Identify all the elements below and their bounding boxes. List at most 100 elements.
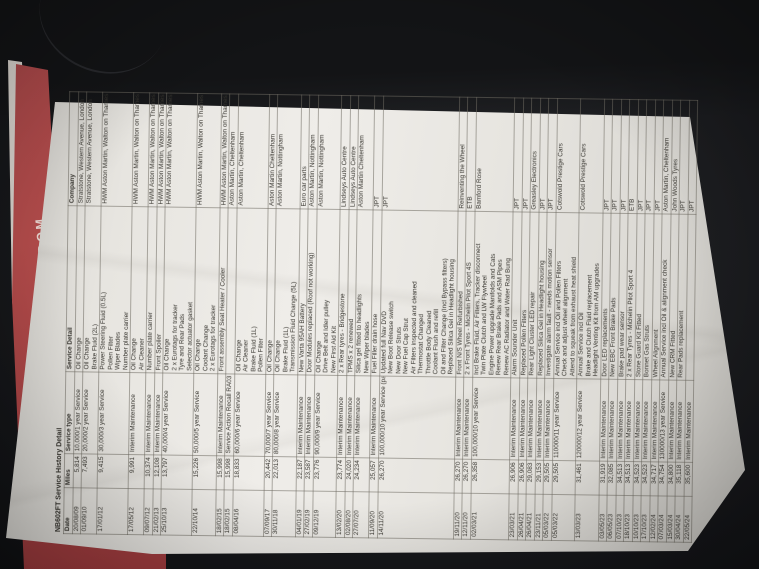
cell-date: 13/02/20 [335,491,345,538]
cell-company: HWM Aston Martin, Walton on Thames [196,93,222,208]
cell-date: 20/08/09 [72,487,82,534]
cell-date: 15/03/24 [665,496,676,543]
cell-date: 21/02/13 [151,488,162,535]
table-row: 14/11/20 26,270 100,000/10 year Service (p… [376,96,460,540]
cell-date: 27/07/20 [352,491,370,538]
cell-date: 22/05/24 [682,496,693,543]
cell-company: JPT [381,96,460,212]
cell-service-detail [685,214,697,381]
cell-service-type: 100,000/10 year Service [471,377,511,460]
cell-miles: 9,415 [97,454,129,489]
cell-miles: 26,270 [377,458,455,494]
cell-date: 22/10/14 [191,489,216,536]
cell-date: 23/11/21 [533,494,544,541]
cell-date: 07/10/23 [614,495,625,542]
cell-company: Aston Martin, Nottingham [276,94,302,209]
cell-miles: 13,797 [161,454,193,490]
cell-company: Aston Martin, Nottingham [316,95,342,210]
cell-service-type: 60,000/6 year Service [233,374,266,457]
cell-date: 13/03/23 [574,494,599,542]
cell-company: HWM Aston Martin, Walton on Thames [132,92,150,207]
cell-service-detail: Power Steering Fluid (0.5L) Pollen Filter… [98,206,133,373]
cell-company: Bamford Rose [474,97,515,212]
cell-date: 12/11/20 [461,493,471,540]
cell-service-detail: Annual Service incl Oil and Pollen Filte… [553,212,580,379]
cell-date: 30/04/24 [674,496,684,543]
cell-date: 12/02/24 [648,495,659,542]
cell-miles: 23,776 [312,457,337,492]
cell-date: 03/05/23 [597,495,608,542]
cell-service-detail: Updated full Nav DVD New Boot Release swi… [379,210,458,378]
cell-miles: 15,226 [192,455,217,490]
cell-service-type: 20,000/2 year Service [81,371,99,455]
cell-date: 23/03/21 [508,493,518,540]
cell-date: 09/12/19 [311,491,337,538]
cell-date: 17/05/12 [127,488,145,535]
cell-date: 07/03/24 [657,495,667,543]
column-header-date: Date [63,487,73,534]
cell-service-detail: Oil Change 2 x Eurotags for tracker Tyre a… [162,207,197,374]
cell-service-type: 120000/12 year Service [575,378,601,462]
cell-service-type: 50,000/5 year Service [192,373,218,456]
cell-date: 09/07/12 [143,488,153,535]
cell-company: Cotswold Prestige Cars [555,98,581,213]
cell-service-detail: Oil Change Brake Fluid (1L) Transmission F… [273,208,300,375]
cell-service-type: 110000/11 year Service [552,378,577,461]
cell-service-detail: Oil Change Air Cleaner Brake Fluid (1L) Pol… [234,208,268,375]
cell-date: 02/03/21 [469,493,510,540]
table-body: 20/08/09 5,814 10,000/1 year Service Oil Ch… [72,91,698,543]
cell-service-detail: Oil Change Drive Belt and Idler pulley New… [314,209,341,376]
cell-company: HWM Aston Martin, Walton on Thames [165,93,198,208]
cell-date: 17/01/12 [96,488,129,535]
cell-service-type: 100,000/10 year Service (part) [378,376,456,460]
desk-background [0,0,759,115]
cell-miles: 29,505 [551,460,576,495]
cell-miles: 24,234 [353,457,370,492]
cell-service-detail: Oil Change Brake Fluid (2L) [82,205,102,373]
cell-miles: 9,991 [128,454,145,489]
cell-date: 18/10/23 [623,495,633,542]
cell-date: 26/04/21 [525,494,535,541]
cell-date: 26/04/21 [516,493,527,541]
cell-date: 14/11/20 [376,492,454,540]
service-history-document: NB602FT Service History Detail Date Miles… [54,91,698,543]
cell-service-type: 80,000/8 year Service [272,374,298,457]
cell-date: 19/11/20 [452,493,463,540]
cell-date: 30/11/18 [271,490,296,537]
cell-date: 04/01/19 [294,490,305,537]
cell-service-type: Interim Maintenance [353,375,371,458]
cell-date: 01/09/10 [80,487,98,535]
cell-miles: 18,833 [232,455,265,491]
cell-company: Cotswold Prestige Cars [579,98,605,214]
cell-company: HWM Aston Martin, Walton on Thames [101,92,134,207]
cell-service-detail: Silica gel fitted to headlights New Wiper… [354,209,374,376]
cell-service-type: Interim Maintenance [684,380,694,463]
cell-date: 07/09/17 [262,490,273,537]
cell-date: 27/02/19 [303,490,313,538]
cell-company: Aston Martin, Cheltenham [236,94,270,209]
cell-date: 06/05/23 [606,495,616,542]
cell-miles: 7,493 [81,453,98,489]
cell-service-detail: Incl Brake Fluid, Air Filters, Tracker d… [472,211,514,378]
cell-date: 18/02/15 [214,489,225,536]
cell-date: 02/08/20 [343,491,354,538]
detail-line [686,217,696,378]
cell-date: 08/04/16 [231,489,264,537]
column-header-miles: Miles [64,453,74,488]
cell-date: 10/10/23 [631,495,642,542]
cell-service-detail: Oil Change Air Cleaner [129,206,149,373]
service-history-table: Date Miles Service type Service Detail Compa… [63,91,698,543]
cell-date: 05/03/22 [550,494,576,541]
cell-miles: 35,600 [683,462,693,497]
cell-miles: 26,358 [470,459,510,494]
cell-service-type: 40,000/4 year Service [161,373,194,456]
cell-service-detail: Annual Service incl Oil Brake and Clutch … [576,212,603,380]
cell-date: 18/02/15 [223,489,233,536]
cell-date: 11/09/20 [368,491,378,539]
cell-miles: 22,013 [272,456,297,491]
cell-date: 25/10/13 [160,488,193,536]
cell-date: 05/03/22 [542,494,552,541]
cell-miles: 31,461 [575,460,600,496]
